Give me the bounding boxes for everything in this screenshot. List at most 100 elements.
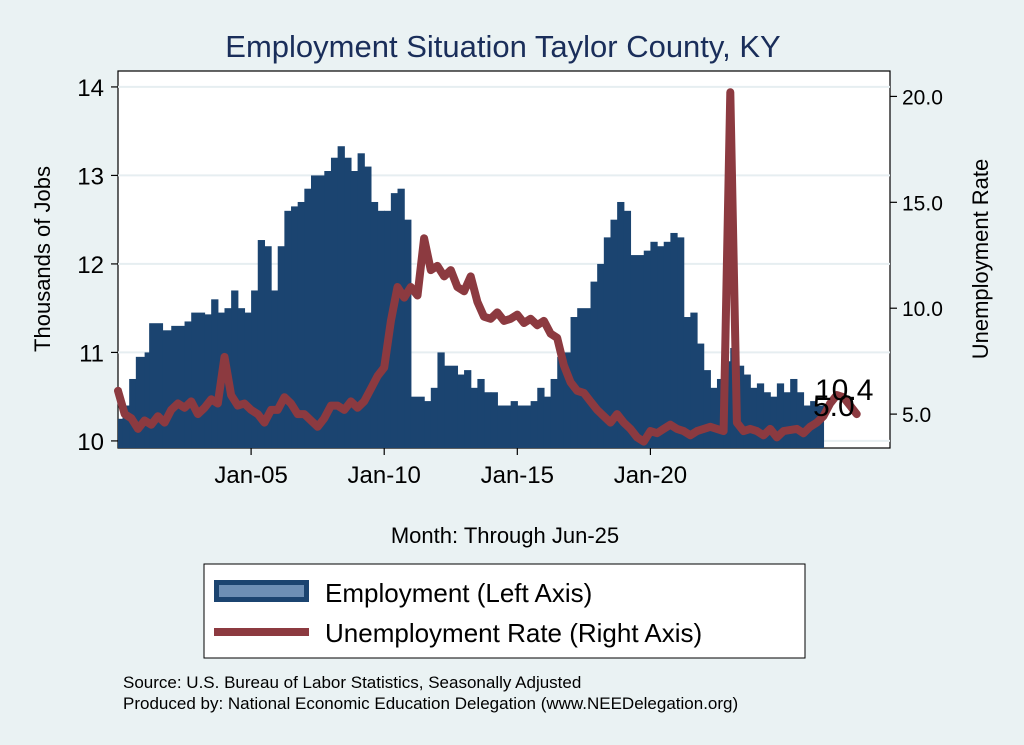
employment-bar <box>776 383 785 448</box>
employment-bar <box>149 323 164 448</box>
employment-bar <box>364 166 372 449</box>
employment-bar <box>510 401 518 448</box>
right-tick-label: 20.0 <box>902 86 943 109</box>
employment-bar <box>251 290 259 448</box>
x-tick-label: Jan-20 <box>614 462 687 489</box>
unemployment-end-label: 5.0 <box>813 390 855 423</box>
employment-bar <box>437 352 445 448</box>
employment-bar <box>683 317 691 448</box>
employment-bar <box>324 171 332 448</box>
employment-bar <box>357 153 365 449</box>
employment-bar <box>470 387 478 448</box>
source-note: Source: U.S. Bureau of Labor Statistics,… <box>123 673 581 692</box>
employment-bar <box>477 378 485 448</box>
employment-bar <box>650 241 658 448</box>
right-axis-ticks: 5.0 10.0 15.0 20.0 <box>890 86 943 427</box>
employment-bar <box>770 396 778 448</box>
employment-bar <box>530 401 538 448</box>
right-tick-label: 5.0 <box>902 404 931 427</box>
employment-bar <box>710 387 718 448</box>
employment-bar <box>610 219 618 448</box>
chart-title: Employment Situation Taylor County, KY <box>225 29 780 64</box>
employment-bar <box>444 365 459 448</box>
employment-bar <box>297 201 305 448</box>
employment-bar <box>118 418 124 448</box>
employment-bar <box>135 356 146 448</box>
employment-bar <box>796 392 805 448</box>
employment-bar <box>291 206 299 448</box>
employment-bar <box>237 308 246 448</box>
employment-bar <box>750 387 758 448</box>
employment-bar <box>484 392 492 448</box>
employment-bar <box>643 250 652 448</box>
employment-bar <box>244 312 252 448</box>
employment-bar <box>663 241 671 448</box>
employment-bar <box>211 299 219 448</box>
x-axis-ticks: Jan-05 Jan-10 Jan-15 Jan-20 <box>214 448 687 489</box>
employment-bar <box>517 405 532 448</box>
left-tick-label: 10 <box>77 429 104 456</box>
right-tick-label: 15.0 <box>902 192 943 215</box>
employment-bar <box>162 330 172 448</box>
employment-bar <box>623 210 632 448</box>
employment-bar <box>337 146 345 448</box>
employment-bar <box>677 237 685 448</box>
employment-bar <box>424 401 432 448</box>
legend-box <box>203 563 806 659</box>
employment-bar <box>783 392 791 448</box>
legend-label-unemployment: Unemployment Rate (Right Axis) <box>325 618 702 648</box>
employment-bar <box>271 290 279 448</box>
employment-bar <box>464 370 472 448</box>
legend-label-employment: Employment (Left Axis) <box>325 578 592 608</box>
employment-bar <box>344 157 352 448</box>
employment-bar <box>204 314 212 448</box>
producer-note: Produced by: National Economic Education… <box>123 694 738 713</box>
employment-bar <box>557 356 565 448</box>
employment-bar <box>377 210 385 448</box>
legend-swatch-employment-inner <box>219 585 304 597</box>
employment-bar <box>129 378 137 448</box>
employment-bar <box>350 171 359 448</box>
employment-bar <box>304 188 312 448</box>
employment-bar <box>630 255 645 448</box>
employment-bar <box>457 374 465 448</box>
employment-bar <box>657 246 665 448</box>
employment-bar <box>537 387 545 448</box>
employment-bar <box>550 378 558 448</box>
employment-bar <box>690 312 698 448</box>
unemployment-line <box>114 88 861 446</box>
right-axis-label: Unemployment Rate <box>968 159 993 360</box>
right-tick-label: 10.0 <box>902 298 943 321</box>
employment-bar <box>497 405 512 448</box>
left-axis-ticks: 10 11 12 13 14 <box>77 75 118 456</box>
employment-bar <box>590 281 598 448</box>
left-axis-label: Thousands of Jobs <box>30 166 55 352</box>
employment-bar <box>277 246 285 448</box>
employment-bar <box>284 210 292 448</box>
employment-bar <box>603 237 612 448</box>
employment-bar <box>617 201 625 448</box>
employment-bar <box>743 374 751 448</box>
employment-bar <box>410 396 425 448</box>
left-tick-label: 14 <box>77 75 104 102</box>
x-axis-label: Month: Through Jun-25 <box>391 523 619 548</box>
employment-bar <box>144 352 150 448</box>
employment-bar <box>816 405 825 448</box>
employment-bar <box>563 352 572 448</box>
employment-bar <box>703 370 711 448</box>
legend: Employment (Left Axis) Unemployment Rate… <box>203 563 806 659</box>
employment-bar <box>330 157 339 448</box>
employment-bar <box>670 232 678 448</box>
employment-bar <box>763 392 771 448</box>
employment-bar <box>430 387 439 448</box>
employment-bar <box>311 175 325 448</box>
employment-bar <box>257 240 266 448</box>
employment-bar <box>577 308 592 448</box>
x-tick-label: Jan-05 <box>214 462 287 489</box>
employment-bar <box>790 378 798 448</box>
employment-bar <box>171 325 186 448</box>
employment-bar <box>597 263 605 448</box>
employment-bar <box>397 188 405 448</box>
